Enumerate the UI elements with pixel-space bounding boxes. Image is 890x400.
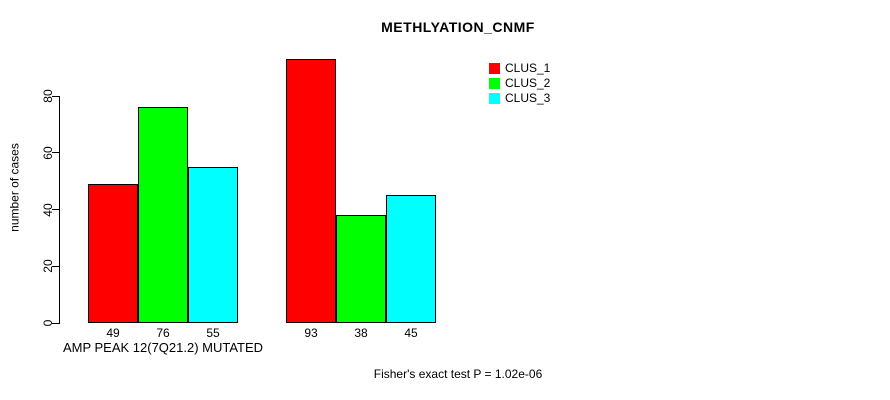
legend-label: CLUS_1 — [505, 61, 551, 75]
x-axis-group-label: AMP PEAK 12(7Q21.2) MUTATED — [62, 340, 264, 355]
y-axis-tick — [52, 152, 59, 154]
bar — [386, 195, 436, 323]
bar-value-label: 76 — [156, 326, 170, 340]
y-axis-tick — [52, 265, 59, 267]
annotation-text: Fisher's exact test P = 1.02e-06 — [373, 367, 543, 381]
legend-label: CLUS_2 — [505, 76, 551, 90]
y-axis-tick-label: 0 — [41, 319, 55, 327]
bar — [188, 166, 238, 323]
bar — [286, 59, 336, 323]
y-axis-tick-label: 20 — [41, 259, 55, 273]
y-axis-title: number of cases — [7, 143, 22, 232]
legend-label: CLUS_3 — [505, 91, 551, 105]
y-axis-tick-label: 40 — [41, 202, 55, 217]
y-axis-line — [59, 96, 60, 324]
bar-value-label: 49 — [106, 326, 120, 340]
y-axis-tick — [52, 95, 59, 97]
bar — [336, 215, 386, 323]
y-axis-tick — [52, 322, 59, 324]
bar-value-label: 45 — [404, 326, 418, 340]
bar-value-label: 93 — [304, 326, 318, 340]
bar-value-label: 55 — [206, 326, 220, 340]
bar — [138, 107, 188, 323]
bar — [88, 183, 138, 323]
y-axis-tick-label: 80 — [41, 89, 55, 103]
bar-value-label: 38 — [354, 326, 368, 340]
y-axis-tick-label: 60 — [41, 146, 55, 160]
legend-swatch — [489, 78, 500, 89]
legend-swatch — [489, 93, 500, 104]
legend-swatch — [489, 63, 500, 74]
chart-title: METHLYATION_CNMF — [381, 19, 535, 35]
y-axis-tick — [52, 209, 59, 210]
